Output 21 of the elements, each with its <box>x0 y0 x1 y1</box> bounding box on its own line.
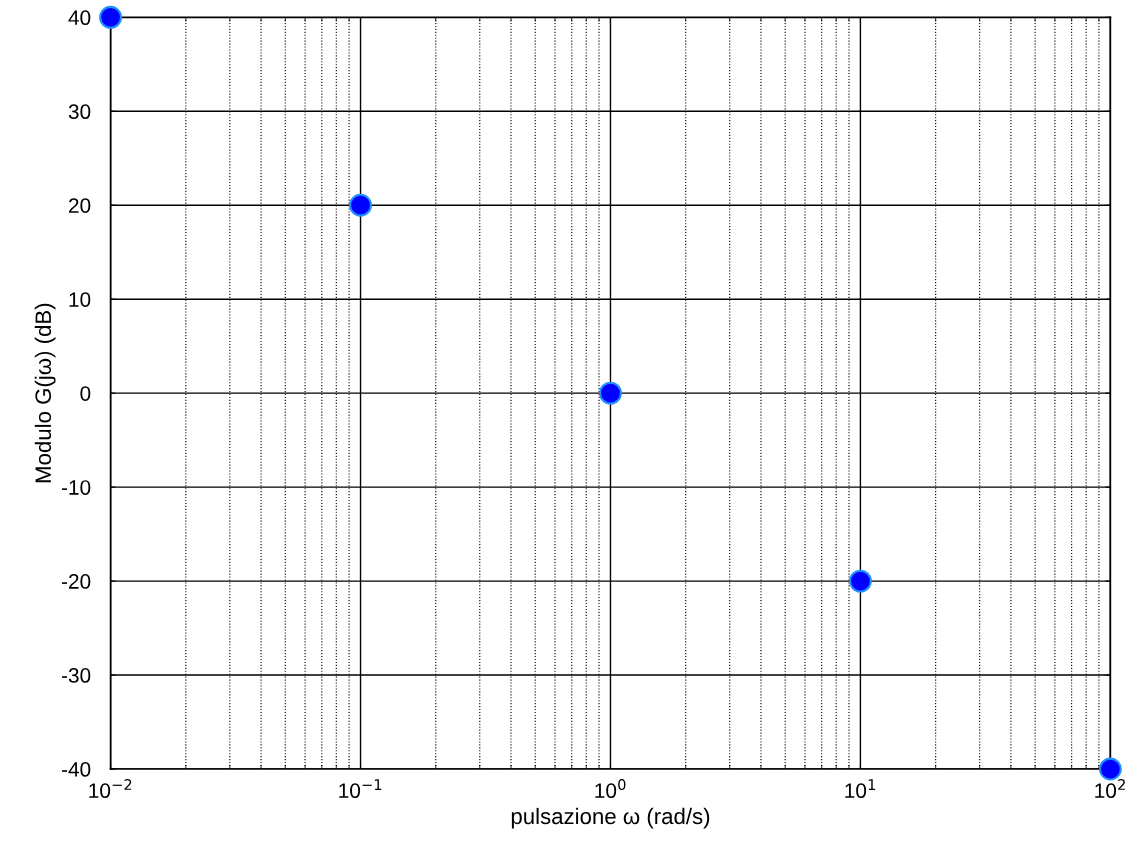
y-tick-label: -10 <box>61 480 91 495</box>
point <box>848 569 872 593</box>
y-tick-label: 40 <box>68 10 91 26</box>
y-axis-title: Modulo G(jω) (dB) <box>34 303 56 483</box>
x-tick-label: 10$^{1}$ <box>845 779 876 799</box>
x-tick-label: 10$^{−1}$ <box>339 779 382 799</box>
y-tick-label: 20 <box>69 198 91 213</box>
y-tick-label: -30 <box>61 668 91 683</box>
point <box>1098 757 1122 781</box>
y-tick-label: 30 <box>68 104 91 120</box>
x-tick-label: 10$^{0}$ <box>595 779 626 799</box>
y-tick-label: 0 <box>80 386 91 401</box>
x-axis-title: pulsazione ω (rad/s) <box>511 807 710 829</box>
point <box>599 381 622 405</box>
y-tick-label: 10 <box>69 292 91 307</box>
y-tick-label: -20 <box>61 574 91 589</box>
x-tick-label: 10$^{−2}$ <box>89 779 132 799</box>
y-tick-label: -40 <box>61 762 91 777</box>
point <box>349 193 372 217</box>
x-tick-label: 10$^{2}$ <box>1095 779 1125 799</box>
point <box>99 5 123 29</box>
